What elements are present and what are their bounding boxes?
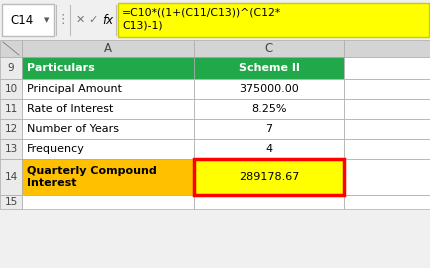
Bar — [194, 119, 343, 139]
Bar — [343, 79, 430, 99]
Text: 11: 11 — [4, 104, 18, 114]
Bar — [0, 139, 22, 159]
Bar — [194, 99, 343, 119]
Bar — [343, 195, 430, 209]
Bar — [22, 40, 194, 57]
Bar — [22, 119, 194, 139]
Bar — [194, 159, 343, 195]
Text: Frequency: Frequency — [27, 144, 85, 154]
Bar — [22, 159, 194, 195]
Bar — [0, 79, 22, 99]
Bar — [0, 195, 22, 209]
Text: 14: 14 — [4, 172, 18, 182]
Text: Particulars: Particulars — [27, 63, 95, 73]
Bar — [194, 139, 343, 159]
Bar — [343, 99, 430, 119]
Text: 375000.00: 375000.00 — [239, 84, 298, 94]
Text: Principal Amount: Principal Amount — [27, 84, 122, 94]
Text: Quarterly Compound
Interest: Quarterly Compound Interest — [27, 166, 157, 188]
Text: 7: 7 — [265, 124, 272, 134]
Bar — [194, 57, 343, 79]
Bar — [22, 99, 194, 119]
Bar — [343, 119, 430, 139]
Text: 4: 4 — [265, 144, 272, 154]
Bar — [2, 4, 54, 36]
Text: ✓: ✓ — [88, 15, 98, 25]
Bar — [343, 139, 430, 159]
Text: =C10*((1+(C11/C13))^(C12*
C13)-1): =C10*((1+(C11/C13))^(C12* C13)-1) — [122, 8, 281, 30]
Bar — [343, 40, 430, 57]
Text: C: C — [264, 42, 273, 55]
Bar — [0, 119, 22, 139]
Text: fx: fx — [102, 13, 113, 27]
Bar — [194, 195, 343, 209]
Text: 10: 10 — [4, 84, 18, 94]
Bar — [194, 79, 343, 99]
Bar — [0, 0, 430, 40]
Bar — [0, 159, 22, 195]
Bar — [343, 159, 430, 195]
Text: Rate of Interest: Rate of Interest — [27, 104, 113, 114]
Bar — [22, 139, 194, 159]
Text: Scheme II: Scheme II — [238, 63, 299, 73]
Bar — [0, 57, 22, 79]
Bar — [22, 195, 194, 209]
Text: 9: 9 — [8, 63, 14, 73]
Bar — [0, 99, 22, 119]
Bar — [118, 3, 428, 37]
Text: ▼: ▼ — [44, 17, 49, 23]
Text: ⋮: ⋮ — [57, 13, 69, 27]
Bar — [343, 57, 430, 79]
Text: 289178.67: 289178.67 — [238, 172, 298, 182]
Bar — [194, 159, 343, 195]
Text: 15: 15 — [4, 197, 18, 207]
Bar — [22, 79, 194, 99]
Bar — [0, 40, 22, 57]
Text: 13: 13 — [4, 144, 18, 154]
Text: C14: C14 — [10, 13, 34, 27]
Text: 8.25%: 8.25% — [251, 104, 286, 114]
Text: A: A — [104, 42, 112, 55]
Text: 12: 12 — [4, 124, 18, 134]
Text: Number of Years: Number of Years — [27, 124, 119, 134]
Text: ✕: ✕ — [75, 15, 84, 25]
Bar — [194, 40, 343, 57]
Bar — [22, 57, 194, 79]
